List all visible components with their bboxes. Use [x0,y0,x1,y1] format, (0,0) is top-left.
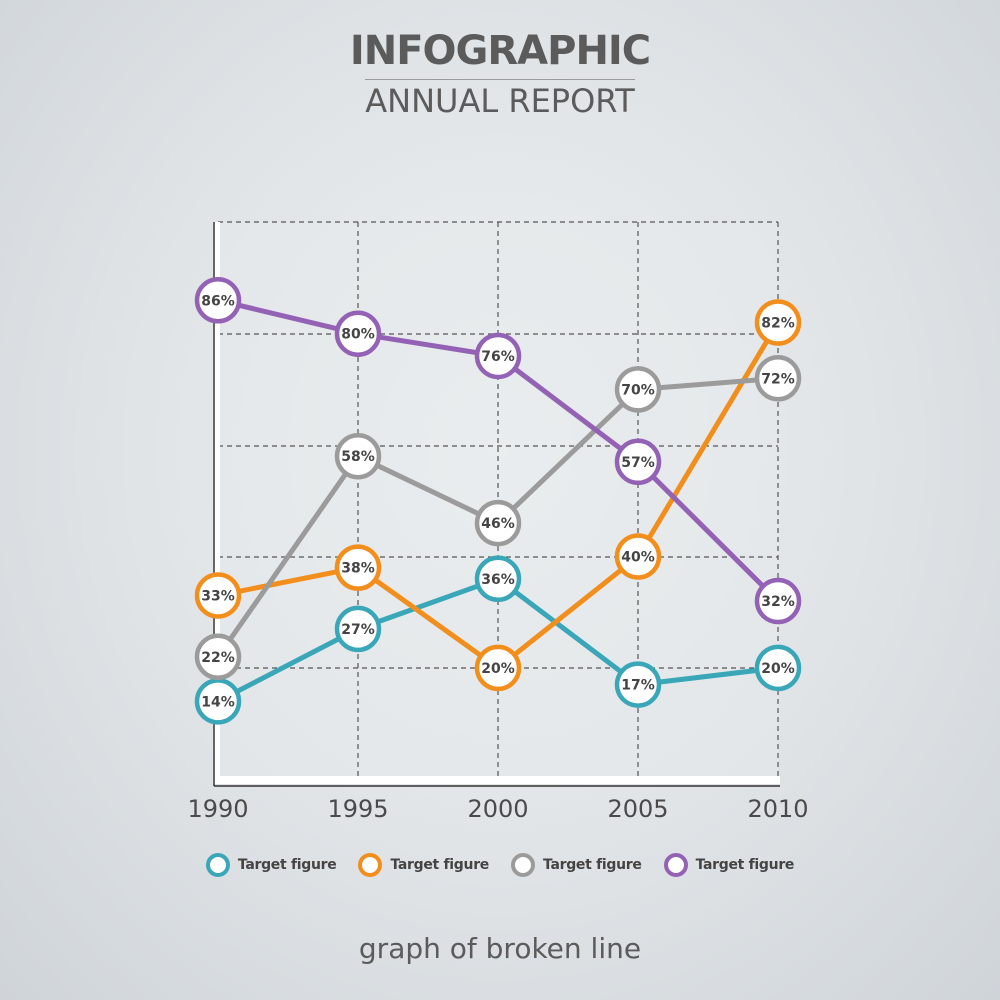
data-label: 32% [761,594,795,610]
data-point: 76% [474,332,522,380]
data-point-marker [334,544,382,591]
line-chart: 14% 27% 36% 17% 20% 33% 38% 20% 40% 82% 22% 58% 46% 7… [187,221,809,823]
data-point-marker [334,605,382,653]
data-point: 20% [754,644,802,692]
data-point: 86% [194,277,242,324]
data-point: 22% [194,633,242,681]
data-point-marker [474,555,522,603]
data-point: 32% [754,577,802,625]
x-tick-label: 2010 [747,795,808,823]
data-point: 80% [334,310,382,357]
data-point-marker [474,499,522,547]
chart-caption: graph of broken line [358,932,642,965]
title-divider [365,79,635,80]
data-point-marker [474,644,522,692]
data-point-marker [614,438,662,486]
data-point: 36% [474,555,522,603]
legend-item: Target figure [663,853,795,877]
data-point-marker [474,332,522,380]
legend-swatch [663,853,688,877]
data-point: 72% [754,355,802,402]
data-point-marker [334,432,382,480]
data-point-marker [754,355,802,402]
data-label: 14% [201,694,235,710]
data-label: 58% [341,449,375,465]
data-label: 38% [341,561,375,577]
data-label: 76% [481,349,515,365]
data-label: 57% [621,455,655,471]
data-point: 27% [334,605,382,653]
data-point-marker [614,661,662,708]
data-label: 46% [481,516,515,532]
data-point: 33% [194,572,242,619]
data-point-marker [754,577,802,625]
data-label: 80% [341,327,375,343]
legend-label: Target figure [237,857,337,873]
data-point: 14% [194,678,242,725]
data-point-marker [194,678,242,725]
data-label: 20% [761,661,795,677]
data-point: 70% [614,366,662,413]
x-tick-label: 2005 [607,795,668,823]
data-point-marker [614,533,662,580]
data-point-marker [194,633,242,681]
data-point-marker [194,277,242,324]
data-label: 20% [481,661,515,677]
chart-legend: Target figure Target figure Target figur… [0,848,1000,882]
data-point-marker [194,572,242,619]
legend-label: Target figure [695,857,795,873]
data-label: 70% [621,382,655,398]
data-point-marker [754,644,802,692]
chart-subtitle: ANNUAL REPORT [365,82,635,120]
legend-swatch [358,853,383,877]
data-label: 22% [201,650,235,666]
legend-item: Target figure [358,853,489,877]
x-axis-ticks: 1990 1995 2000 2005 2010 [187,795,808,823]
legend-label: Target figure [390,857,489,873]
data-label: 33% [201,588,235,604]
x-tick-label: 1990 [187,795,248,823]
data-point: 17% [614,661,662,708]
chart-points: 14% 27% 36% 17% 20% 33% 38% 20% 40% 82% 22% 58% 46% 7… [194,277,802,725]
data-point: 40% [614,533,662,580]
legend-swatch [511,853,535,877]
data-label: 72% [761,371,795,387]
data-point-marker [614,366,662,413]
data-point-marker [754,299,802,346]
legend-swatch [205,853,230,877]
data-point: 57% [614,438,662,486]
data-point: 20% [474,644,522,692]
data-label: 27% [341,622,375,638]
data-point-marker [334,310,382,357]
legend-item: Target figure [205,853,337,877]
x-tick-label: 1995 [327,795,388,823]
legend-label: Target figure [543,857,642,873]
data-label: 86% [201,293,235,309]
data-point: 82% [754,299,802,346]
data-label: 17% [621,678,655,694]
data-label: 36% [481,572,515,588]
x-tick-label: 2000 [467,795,528,823]
data-label: 40% [621,550,655,566]
data-point: 58% [334,432,382,480]
x-axis [218,776,780,784]
chart-title: INFOGRAPHIC [349,28,651,74]
data-point: 46% [474,499,522,547]
legend-item: Target figure [511,853,642,877]
y-axis [213,222,220,784]
data-point: 38% [334,544,382,591]
data-label: 82% [761,316,795,332]
